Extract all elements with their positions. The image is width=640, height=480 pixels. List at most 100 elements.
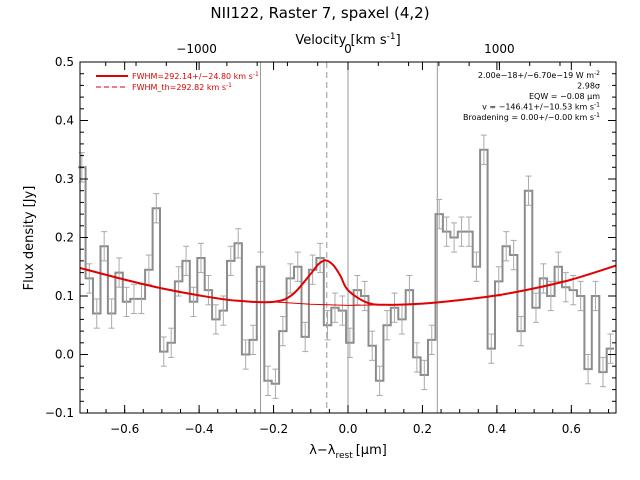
spectrum-step-line xyxy=(78,148,615,385)
error-bar xyxy=(599,356,606,388)
error-bar xyxy=(324,310,331,341)
error-bar xyxy=(577,280,584,312)
error-bar xyxy=(585,354,592,385)
error-bar xyxy=(547,280,554,312)
error-bar xyxy=(212,304,219,335)
top-tick-label: −1000 xyxy=(176,42,217,56)
error-bar xyxy=(503,231,510,262)
error-bar xyxy=(339,295,346,326)
error-bar xyxy=(168,327,175,358)
error-bar xyxy=(86,263,93,294)
error-bar xyxy=(562,272,569,303)
error-bar xyxy=(317,242,324,274)
legend: FWHM=292.14+/−24.80 km s-1FWHM_th=292.82… xyxy=(96,71,259,92)
error-bar xyxy=(93,298,100,329)
x-tick-label: −0.4 xyxy=(185,422,214,436)
x-tick-label: 0.2 xyxy=(413,422,432,436)
top-tick-label: 1000 xyxy=(484,42,515,56)
error-bar xyxy=(607,333,614,364)
error-bar xyxy=(369,330,376,361)
error-bar xyxy=(272,368,279,399)
error-bar xyxy=(227,245,234,277)
error-bar xyxy=(205,275,212,306)
annotation-line: 2.00e−18+/−6.70e−19 W m-2 xyxy=(478,70,600,80)
annotation-line: 2.98σ xyxy=(577,82,600,91)
continuum-line xyxy=(273,301,386,306)
error-bar xyxy=(197,242,204,274)
error-bar xyxy=(160,336,167,367)
error-bar xyxy=(510,239,517,271)
error-bar xyxy=(391,292,398,323)
error-bar xyxy=(436,198,443,230)
error-bar xyxy=(183,245,190,277)
chart-title: NII122, Raster 7, spaxel (4,2) xyxy=(210,4,429,22)
error-bar xyxy=(413,342,420,373)
error-bar xyxy=(540,263,547,294)
error-bar xyxy=(116,257,123,288)
fit-curve xyxy=(79,259,617,306)
error-bar xyxy=(473,251,480,282)
x-axis-label: λ−λrest [μm] xyxy=(309,443,387,461)
annotation-sup: -1 xyxy=(594,112,600,119)
y-tick-label: 0.2 xyxy=(55,231,74,245)
annotation-sup: -2 xyxy=(594,70,600,77)
error-bar xyxy=(264,365,271,396)
error-bar xyxy=(458,216,465,247)
x-tick-label: 0.4 xyxy=(487,422,506,436)
error-bar xyxy=(294,251,301,282)
error-bar xyxy=(108,298,115,329)
top-tick-label: 0 xyxy=(344,42,352,56)
error-bar xyxy=(525,175,532,206)
x-tick-label: −0.2 xyxy=(259,422,288,436)
error-bar xyxy=(518,315,525,347)
error-bar xyxy=(532,292,539,323)
error-bar xyxy=(451,222,458,253)
error-bar xyxy=(361,280,368,312)
y-axis-label: Flux density [Jy] xyxy=(22,186,37,291)
error-bar xyxy=(257,251,264,282)
error-bar xyxy=(346,327,353,358)
error-bar xyxy=(592,280,599,312)
error-bar xyxy=(309,254,316,285)
y-tick-label: 0.3 xyxy=(55,172,74,186)
error-bar xyxy=(488,333,495,364)
y-tick-label: 0.1 xyxy=(55,289,74,303)
error-bar xyxy=(235,228,242,259)
legend-label-sup: -1 xyxy=(253,71,259,78)
annotation-sup: -1 xyxy=(594,102,600,109)
error-bar xyxy=(101,231,108,262)
error-bar xyxy=(287,263,294,294)
annotation-line: Broadening = 0.00+/−0.00 km s-1 xyxy=(463,112,600,122)
error-bar xyxy=(555,251,562,282)
legend-label: FWHM=292.14+/−24.80 km s-1 xyxy=(132,71,259,81)
error-bar xyxy=(376,365,383,396)
error-bar xyxy=(443,216,450,247)
error-bar xyxy=(570,275,577,306)
legend-label-text: FWHM_th=292.82 km s xyxy=(132,83,226,92)
legend-label: FWHM_th=292.82 km s-1 xyxy=(132,82,232,92)
error-bar xyxy=(123,286,130,317)
error-bar xyxy=(302,321,309,353)
error-bar xyxy=(130,283,137,315)
error-bar xyxy=(279,315,286,347)
y-tick-label: 0.5 xyxy=(55,55,74,69)
error-bar xyxy=(421,359,428,391)
legend-label-text: FWHM=292.14+/−24.80 km s xyxy=(132,72,253,81)
x-tick-label: −0.6 xyxy=(110,422,139,436)
x-tick-label: 0.6 xyxy=(562,422,581,436)
legend-label-sup: -1 xyxy=(226,82,232,89)
annotation-text: Broadening = 0.00+/−0.00 km s xyxy=(463,113,594,122)
annotation-text: 2.00e−18+/−6.70e−19 W m xyxy=(478,71,594,80)
error-bar xyxy=(250,324,257,355)
x-tick-label: 0.0 xyxy=(338,422,357,436)
annotation-text: v = −146.41+/−10.53 km s xyxy=(482,103,594,112)
error-bar xyxy=(465,216,472,247)
y-tick-label: 0.4 xyxy=(55,114,74,128)
annotation-text: EQW = −0.08 μm xyxy=(529,92,600,101)
y-tick-label: 0.0 xyxy=(55,348,74,362)
annotation-line: EQW = −0.08 μm xyxy=(529,92,600,101)
annotation-line: v = −146.41+/−10.53 km s-1 xyxy=(482,102,600,112)
error-bar xyxy=(220,295,227,326)
error-bar xyxy=(428,324,435,355)
